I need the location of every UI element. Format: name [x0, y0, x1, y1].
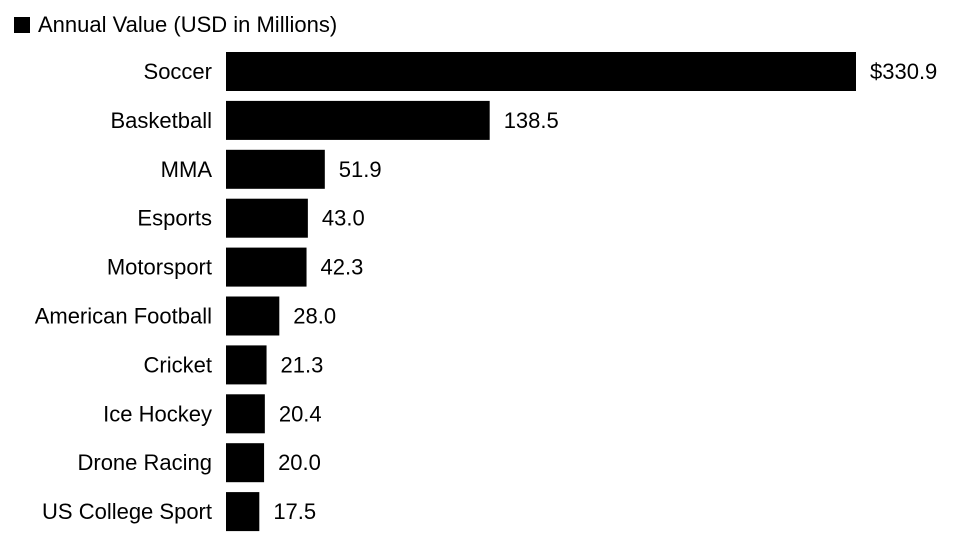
- legend-label: Annual Value (USD in Millions): [38, 12, 338, 37]
- value-label: 21.3: [281, 352, 324, 377]
- category-label: Drone Racing: [77, 450, 212, 475]
- category-label: Soccer: [144, 59, 212, 84]
- bar: [226, 149, 325, 189]
- value-label: 20.4: [279, 401, 322, 426]
- category-label: Basketball: [110, 108, 212, 133]
- value-label: 20.0: [278, 450, 321, 475]
- value-label: 51.9: [339, 157, 382, 182]
- bar: [226, 100, 490, 140]
- bar: [226, 394, 265, 434]
- category-label: MMA: [161, 157, 213, 182]
- category-label: Cricket: [144, 352, 212, 377]
- category-label: Esports: [137, 206, 212, 231]
- bar: [226, 52, 856, 91]
- legend-swatch: [14, 17, 30, 33]
- value-label: 17.5: [273, 499, 316, 524]
- legend: Annual Value (USD in Millions): [14, 12, 337, 38]
- bar: [226, 198, 308, 238]
- value-label: 42.3: [321, 255, 364, 280]
- value-label: 28.0: [293, 304, 336, 329]
- bar: [226, 296, 280, 336]
- category-label: American Football: [35, 304, 212, 329]
- category-label: Ice Hockey: [103, 401, 212, 426]
- bar: [226, 443, 265, 483]
- bar: [226, 492, 260, 532]
- bar: [226, 247, 307, 287]
- bar: [226, 345, 267, 385]
- value-label: 138.5: [504, 108, 559, 133]
- value-label: 43.0: [322, 206, 365, 231]
- category-label: US College Sport: [42, 499, 212, 524]
- category-label: Motorsport: [107, 255, 212, 280]
- value-label: $330.9: [870, 59, 937, 84]
